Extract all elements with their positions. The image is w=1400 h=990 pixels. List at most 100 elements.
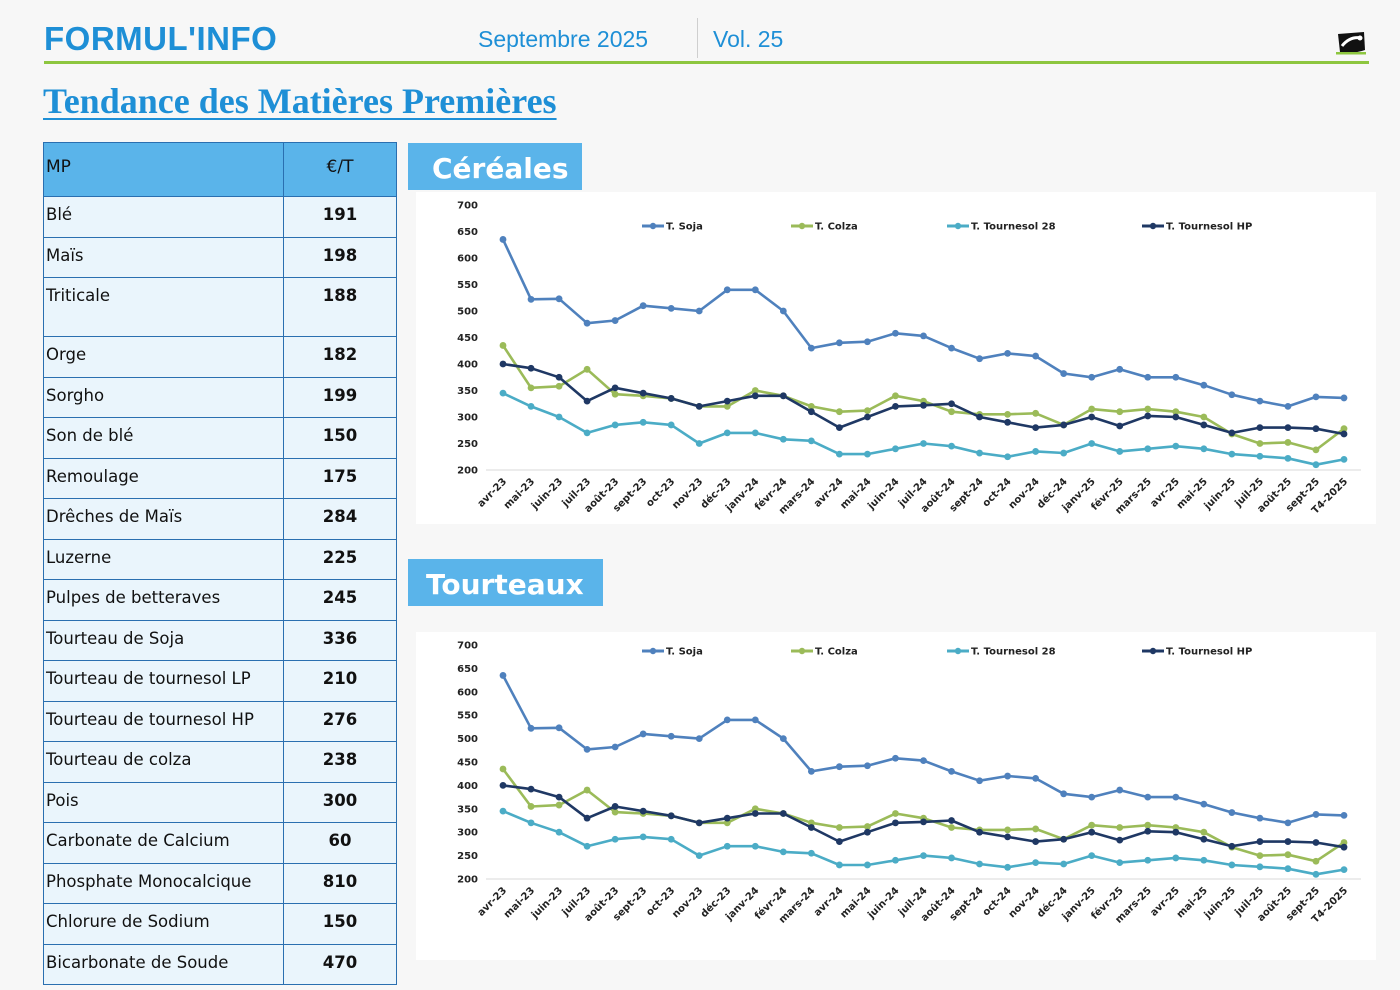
material-price: 198 (283, 236, 397, 278)
data-point (1004, 863, 1011, 871)
data-point (1200, 856, 1208, 864)
data-point (1144, 445, 1152, 453)
y-tick-label: 350 (457, 804, 478, 815)
material-price: 810 (283, 862, 397, 904)
material-name: Maïs (43, 236, 284, 278)
data-point (751, 429, 759, 437)
section-tag-cereales: Céréales (408, 143, 582, 190)
data-point (1116, 786, 1124, 794)
data-point (1116, 365, 1124, 373)
data-point (1312, 425, 1320, 433)
data-point (611, 743, 619, 751)
data-point (723, 819, 731, 827)
data-point (1256, 397, 1264, 405)
data-point (527, 785, 535, 793)
issue-date: Septembre 2025 (478, 26, 649, 52)
material-name: Drêches de Maïs (43, 498, 284, 540)
data-point (555, 295, 563, 303)
data-point (639, 418, 647, 426)
data-point (1284, 838, 1292, 845)
table-row: Blé 191 (43, 196, 397, 238)
data-point (920, 852, 927, 859)
data-point (723, 286, 731, 294)
brand-logo-text: FORMUL'INFO (44, 20, 278, 57)
data-point (976, 449, 983, 457)
material-name: Pois (43, 781, 284, 823)
data-point (1256, 452, 1264, 460)
data-point (1200, 800, 1208, 808)
data-point (1312, 461, 1320, 469)
y-tick-label: 500 (457, 734, 478, 745)
data-point (779, 848, 787, 856)
data-point (1032, 448, 1040, 455)
data-point (779, 392, 787, 400)
data-point (807, 408, 815, 416)
data-point (1144, 827, 1152, 835)
data-point (611, 835, 619, 843)
y-tick-label: 550 (457, 280, 478, 291)
y-tick-label: 700 (457, 641, 478, 652)
data-point (1144, 856, 1152, 864)
data-point (1172, 793, 1180, 801)
table-row: Tourteau de tournesol LP 210 (43, 660, 397, 702)
data-point (948, 344, 955, 352)
data-point (1004, 826, 1011, 834)
data-point (527, 384, 535, 392)
data-point (864, 407, 871, 415)
data-point (1088, 828, 1096, 836)
table-row: Remoulage 175 (43, 457, 397, 499)
data-point (1172, 373, 1180, 381)
table-row: Sorgho 199 (43, 376, 397, 418)
data-point (1340, 394, 1348, 402)
data-point (527, 819, 535, 827)
material-price: 188 (283, 277, 397, 337)
data-point (1032, 774, 1040, 782)
data-point (1340, 430, 1348, 438)
y-tick-label: 700 (457, 201, 478, 212)
x-tick-label: nov-24 (1007, 885, 1042, 920)
table-row: Tourteau de tournesol HP 276 (43, 700, 397, 742)
legend-label: T. Tournesol HP (1166, 222, 1252, 233)
data-point (1200, 445, 1208, 453)
data-point (667, 732, 675, 740)
column-header-mp: MP (43, 142, 284, 197)
data-point (779, 735, 787, 742)
data-point (1088, 440, 1096, 447)
data-point (807, 849, 815, 857)
data-point (667, 421, 675, 429)
legend-marker (1149, 647, 1157, 655)
y-tick-label: 550 (457, 711, 478, 722)
table-row: Phosphate Monocalcique 810 (43, 862, 397, 904)
data-point (583, 814, 591, 822)
column-header-price: €/T (283, 142, 397, 197)
data-point (976, 413, 983, 421)
data-point (611, 384, 619, 392)
data-point (583, 319, 591, 327)
data-point (1116, 836, 1124, 844)
data-point (1032, 838, 1040, 845)
data-point (695, 307, 703, 315)
material-price: 284 (283, 498, 397, 540)
data-point (1032, 825, 1040, 833)
issue-volume: Vol. 25 (713, 26, 784, 52)
data-point (779, 810, 787, 817)
data-point (1060, 449, 1068, 457)
data-point (1228, 809, 1236, 816)
data-point (1256, 814, 1264, 822)
data-point (639, 389, 647, 397)
data-point (807, 767, 815, 775)
material-name: Pulpes de betteraves (43, 579, 284, 621)
data-point (836, 408, 843, 416)
material-price: 238 (283, 741, 397, 783)
data-point (1172, 408, 1180, 416)
data-point (639, 730, 647, 738)
data-point (1284, 865, 1292, 873)
data-point (499, 236, 507, 243)
data-point (948, 400, 955, 408)
legend-label: T. Soja (666, 222, 703, 233)
data-point (555, 382, 563, 390)
data-point (892, 445, 899, 453)
legend-label: T. Tournesol 28 (971, 222, 1056, 233)
table-row: Orge 182 (43, 336, 397, 378)
data-point (555, 801, 563, 809)
